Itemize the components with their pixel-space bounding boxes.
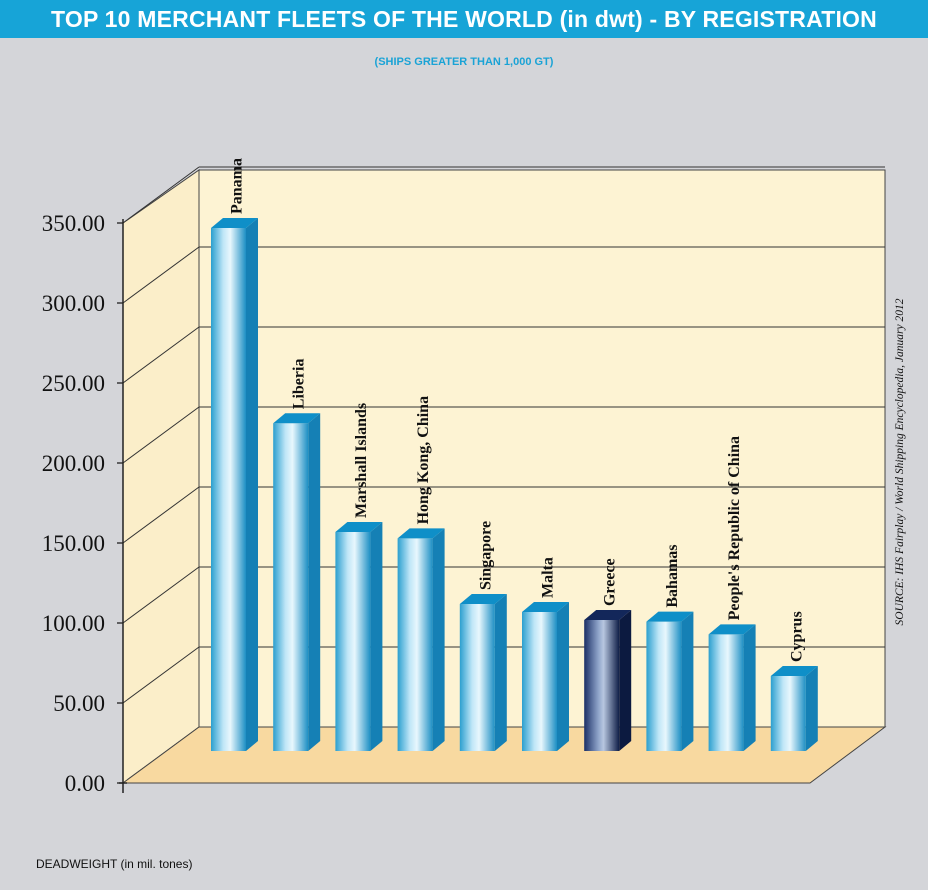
bar-top (708, 624, 756, 635)
gridline-side (122, 166, 200, 224)
side-wall (122, 169, 200, 784)
gridline-side (122, 646, 200, 704)
bar-front (397, 538, 433, 751)
bar-side (494, 594, 507, 751)
bar-side (681, 611, 694, 751)
chart-title: TOP 10 MERCHANT FLEETS OF THE WORLD (in … (51, 5, 877, 32)
title-bar: TOP 10 MERCHANT FLEETS OF THE WORLD (in … (0, 0, 928, 38)
bar-top (397, 528, 445, 539)
bar-top (335, 522, 383, 532)
y-tick-label: 300.00 (42, 291, 105, 316)
bar-category-label: Greece (602, 558, 619, 606)
y-tick-label: 200.00 (42, 451, 105, 476)
bar-category-label: People's Republic of China (726, 436, 743, 620)
y-tick-label: 50.00 (53, 691, 105, 716)
bar-top (459, 594, 507, 604)
bar-category-label: Marshall Islands (353, 403, 370, 518)
bar-side (805, 666, 818, 751)
bar-top (211, 218, 258, 228)
bar-side (557, 602, 569, 751)
bar-category-label: Liberia (291, 359, 308, 410)
bar-labels: Panama Liberia Marshall Islands Hong Kong, … (229, 158, 806, 662)
y-tick-label: 100.00 (42, 611, 105, 636)
chart-subtitle: (SHIPS GREATER THAN 1,000 GT) (374, 56, 554, 68)
gridline-side (122, 246, 200, 304)
bar-category-label: Hong Kong, China (415, 396, 432, 524)
bar-category-label: Bahamas (664, 544, 681, 607)
y-tick-label: 150.00 (42, 531, 105, 556)
bars (211, 218, 818, 751)
bar-side (743, 624, 756, 751)
bar-front (522, 612, 557, 751)
bar (770, 666, 818, 751)
bar-top (646, 611, 694, 622)
gridline-side (122, 566, 200, 624)
bar-front (584, 620, 620, 751)
bar-side (370, 522, 383, 751)
bar-front (646, 621, 682, 751)
axis-caption: DEADWEIGHT (in mil. tones) (36, 857, 193, 871)
bar-top (770, 666, 818, 676)
bar-side (432, 528, 445, 751)
bar-top (522, 602, 569, 612)
bar-side (308, 413, 321, 751)
y-axis: 0.00 50.00 100.00 150.00 200.00 250.00 300.00 3… (42, 211, 127, 796)
bar (459, 594, 507, 751)
bar (211, 218, 258, 751)
bar (397, 528, 445, 751)
bar-category-label: Singapore (477, 521, 494, 590)
source-note: SOURCE: IHS Fairplay / World Shipping En… (894, 298, 906, 626)
bar-top (584, 610, 632, 620)
bar-category-label: Malta (540, 557, 557, 598)
bar (584, 610, 632, 751)
bar-front (708, 634, 744, 751)
bar-top (273, 413, 321, 424)
bar (646, 611, 694, 751)
bar (522, 602, 569, 751)
bar-side (246, 218, 258, 751)
gridline-side (122, 326, 200, 384)
bar (708, 624, 756, 751)
y-tick-label: 250.00 (42, 371, 105, 396)
bar-category-label: Cyprus (788, 611, 805, 662)
gridline-side (122, 486, 200, 544)
bar-front (459, 604, 495, 751)
bar-front (335, 532, 371, 751)
bar (273, 413, 321, 751)
bar-front (273, 423, 309, 751)
bar-front (211, 228, 246, 751)
y-tick-label: 350.00 (42, 211, 105, 236)
bar-front (770, 676, 806, 751)
bar (335, 522, 383, 751)
gridline-side (122, 406, 200, 464)
y-tick-label: 0.00 (65, 771, 105, 796)
bar-side (619, 610, 632, 751)
bar-category-label: Panama (229, 158, 246, 214)
